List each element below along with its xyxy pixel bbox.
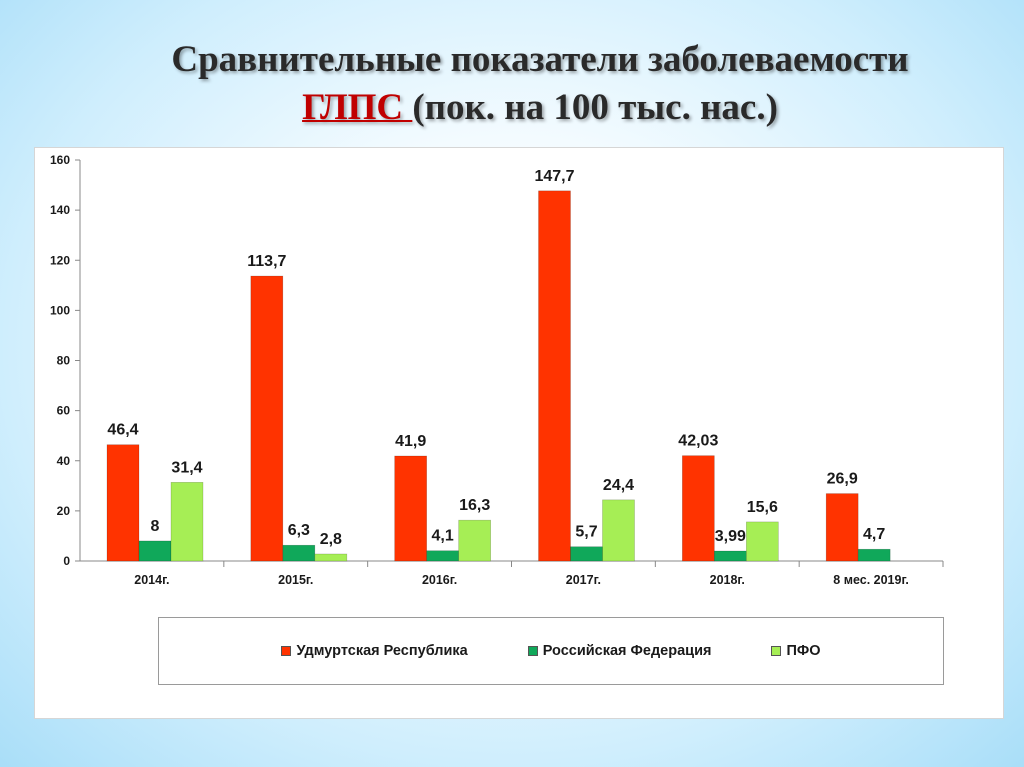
title-disease-name: ГЛПС — [302, 87, 413, 128]
bar-pfo — [170, 482, 204, 562]
x-tick-label: 8 мес. 2019г. — [833, 573, 909, 587]
x-tick-label: 2014г. — [134, 573, 169, 587]
data-label-rf: 5,7 — [575, 524, 597, 541]
bar-pfo — [602, 499, 635, 562]
y-tick-label: 80 — [57, 354, 71, 368]
y-tick-label: 140 — [50, 203, 70, 217]
data-label-udmurt: 42,03 — [678, 433, 718, 450]
data-label-pfo: 2,8 — [320, 531, 342, 548]
legend-label-pfo: ПФО — [786, 643, 821, 659]
bar-rf — [426, 550, 459, 562]
x-tick-label: 2016г. — [422, 573, 457, 587]
chart-legend: Удмуртская Республика Российская Федерац… — [158, 617, 944, 685]
title-line-2: ГЛПС (пок. на 100 тыс. нас.) — [60, 84, 1020, 132]
data-label-udmurt: 41,9 — [395, 433, 426, 450]
data-label-rf: 8 — [151, 518, 160, 535]
slide-title: Сравнительные показатели заболеваемости … — [60, 36, 1020, 132]
bar-rf — [857, 548, 891, 562]
data-label-rf: 3,99 — [715, 528, 746, 545]
legend-swatch-rf — [527, 646, 538, 656]
bar-udmurt — [394, 455, 427, 562]
data-label-pfo: 24,4 — [603, 477, 634, 494]
title-line-1: Сравнительные показатели заболеваемости — [171, 39, 909, 80]
y-tick-label: 60 — [57, 404, 71, 418]
legend-item-pfo: ПФО — [771, 643, 821, 659]
bar-udmurt — [682, 455, 715, 562]
y-tick-label: 100 — [50, 303, 70, 317]
bar-rf — [138, 540, 172, 562]
data-label-pfo: 16,3 — [459, 497, 490, 514]
bar-udmurt — [250, 275, 284, 562]
data-label-rf: 4,7 — [863, 526, 885, 543]
bar-udmurt — [825, 493, 859, 562]
y-tick-label: 160 — [50, 153, 70, 167]
legend-item-rf: Российская Федерация — [527, 643, 712, 659]
legend-item-udmurt: Удмуртская Республика — [281, 643, 468, 659]
data-label-rf: 4,1 — [432, 528, 454, 545]
data-label-udmurt: 147,7 — [534, 168, 574, 185]
legend-label-rf: Российская Федерация — [542, 643, 712, 659]
y-tick-label: 0 — [63, 554, 70, 568]
bar-rf — [714, 550, 747, 562]
y-tick-label: 40 — [57, 454, 71, 468]
data-label-rf: 6,3 — [288, 522, 310, 539]
data-label-udmurt: 26,9 — [827, 471, 858, 488]
data-label-udmurt: 46,4 — [107, 422, 138, 439]
bar-udmurt — [106, 444, 140, 562]
bar-rf — [570, 546, 603, 562]
legend-swatch-pfo — [771, 646, 782, 656]
bar-pfo — [458, 519, 491, 562]
y-tick-label: 20 — [57, 504, 71, 518]
y-tick-label: 120 — [50, 253, 70, 267]
legend-swatch-udmurt — [281, 646, 292, 656]
x-tick-label: 2017г. — [566, 573, 601, 587]
data-label-pfo: 31,4 — [171, 459, 202, 476]
data-label-pfo: 15,6 — [747, 499, 778, 516]
bar-pfo — [314, 553, 348, 562]
legend-label-udmurt: Удмуртская Республика — [296, 643, 468, 659]
x-tick-label: 2015г. — [278, 573, 313, 587]
x-tick-label: 2018г. — [710, 573, 745, 587]
bar-udmurt — [538, 190, 571, 562]
bar-pfo — [746, 521, 779, 562]
bar-rf — [282, 544, 316, 562]
title-unit-note: (пок. на 100 тыс. нас.) — [412, 87, 778, 128]
data-label-udmurt: 113,7 — [247, 253, 286, 270]
